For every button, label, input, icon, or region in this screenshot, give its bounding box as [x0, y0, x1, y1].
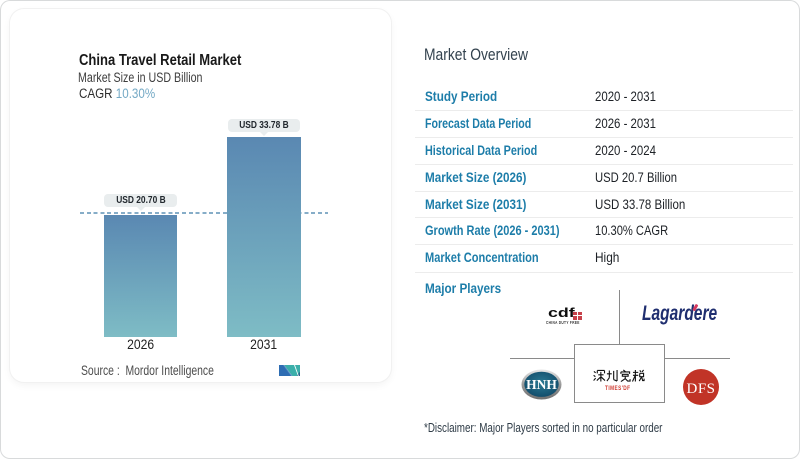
svg-text:HNH: HNH [526, 377, 557, 392]
svg-text:DFS: DFS [686, 381, 715, 397]
